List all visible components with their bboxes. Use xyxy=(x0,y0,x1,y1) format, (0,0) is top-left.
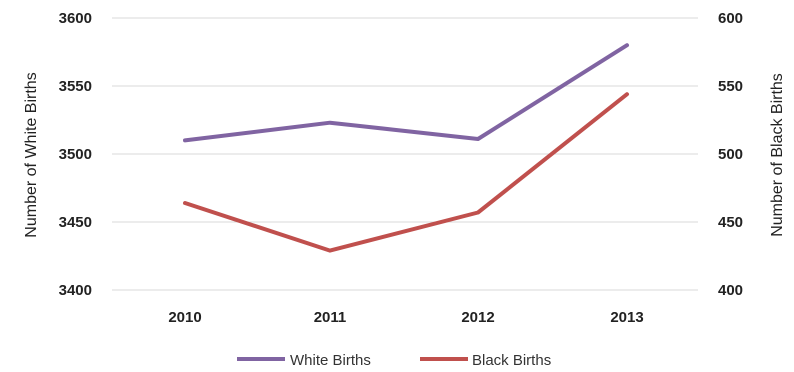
x-tick-label: 2013 xyxy=(610,309,643,326)
gridlines xyxy=(112,17,698,291)
right-tick-label: 500 xyxy=(718,146,743,163)
series-line-white-births xyxy=(183,43,629,143)
right-tick-label: 400 xyxy=(718,282,743,299)
left-tick-label: 3500 xyxy=(59,146,92,163)
left-axis-ticks: 3400 3450 3500 3550 3600 xyxy=(59,10,92,299)
legend: White Births Black Births xyxy=(237,352,551,369)
left-tick-label: 3550 xyxy=(59,78,92,95)
x-axis-ticks: 2010 2011 2012 2013 xyxy=(168,309,643,326)
right-axis-ticks: 400 450 500 550 600 xyxy=(718,10,743,299)
x-tick-label: 2011 xyxy=(314,309,347,326)
right-tick-label: 550 xyxy=(718,78,743,95)
series-lines xyxy=(183,43,629,253)
series-line-black-births xyxy=(183,92,629,253)
left-axis-title: Number of White Births xyxy=(23,72,40,237)
x-tick-label: 2010 xyxy=(168,309,201,326)
right-tick-label: 600 xyxy=(718,10,743,27)
left-tick-label: 3400 xyxy=(59,282,92,299)
left-tick-label: 3450 xyxy=(59,214,92,231)
legend-label: Black Births xyxy=(472,352,551,369)
x-tick-label: 2012 xyxy=(461,309,494,326)
legend-label: White Births xyxy=(290,352,371,369)
right-tick-label: 450 xyxy=(718,214,743,231)
right-axis-title: Number of Black Births xyxy=(769,73,786,237)
left-tick-label: 3600 xyxy=(59,10,92,27)
